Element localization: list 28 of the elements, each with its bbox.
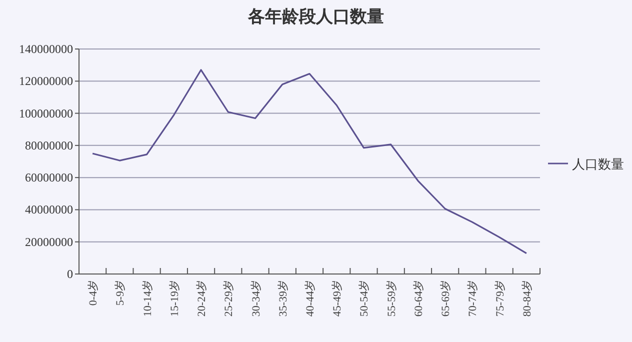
x-tick-label: 75-79岁 <box>494 280 506 317</box>
x-tick-label: 25-29岁 <box>223 280 236 317</box>
x-tick-label: 20-24岁 <box>196 280 208 317</box>
x-tick-label: 35-39岁 <box>277 280 290 317</box>
x-tick-label: 55-59岁 <box>386 280 398 317</box>
chart-title: 各年龄段人口数量 <box>247 7 384 26</box>
x-tick-label: 10-14岁 <box>142 280 154 317</box>
line-series <box>92 69 528 254</box>
x-tick-label: 40-44岁 <box>304 280 316 317</box>
y-tick-label: 40000000 <box>25 202 73 217</box>
y-tick-label: 140000000 <box>19 42 73 56</box>
y-tick-label: 20000000 <box>25 234 73 249</box>
x-tick-label: 45-49岁 <box>332 280 344 317</box>
x-tick-label: 30-34岁 <box>250 280 262 317</box>
x-tick-label: 5-9岁 <box>114 280 127 306</box>
x-tick-label: 50-54岁 <box>358 280 371 317</box>
x-tick-label: 0-4岁 <box>88 280 100 306</box>
x-tick-label: 80-84岁 <box>521 280 534 317</box>
x-tick-label: 65-69岁 <box>440 280 452 317</box>
x-tick-label: 60-64岁 <box>412 280 425 317</box>
x-tick-label: 15-19岁 <box>168 280 181 317</box>
y-tick-label: 60000000 <box>25 170 73 185</box>
y-tick-label: 0 <box>67 267 73 281</box>
y-tick-label: 120000000 <box>19 74 73 88</box>
legend-label: 人口数量 <box>572 156 624 172</box>
y-tick-label: 100000000 <box>19 106 73 120</box>
y-tick-label: 80000000 <box>25 138 73 152</box>
x-tick-label: 70-74岁 <box>467 280 480 317</box>
